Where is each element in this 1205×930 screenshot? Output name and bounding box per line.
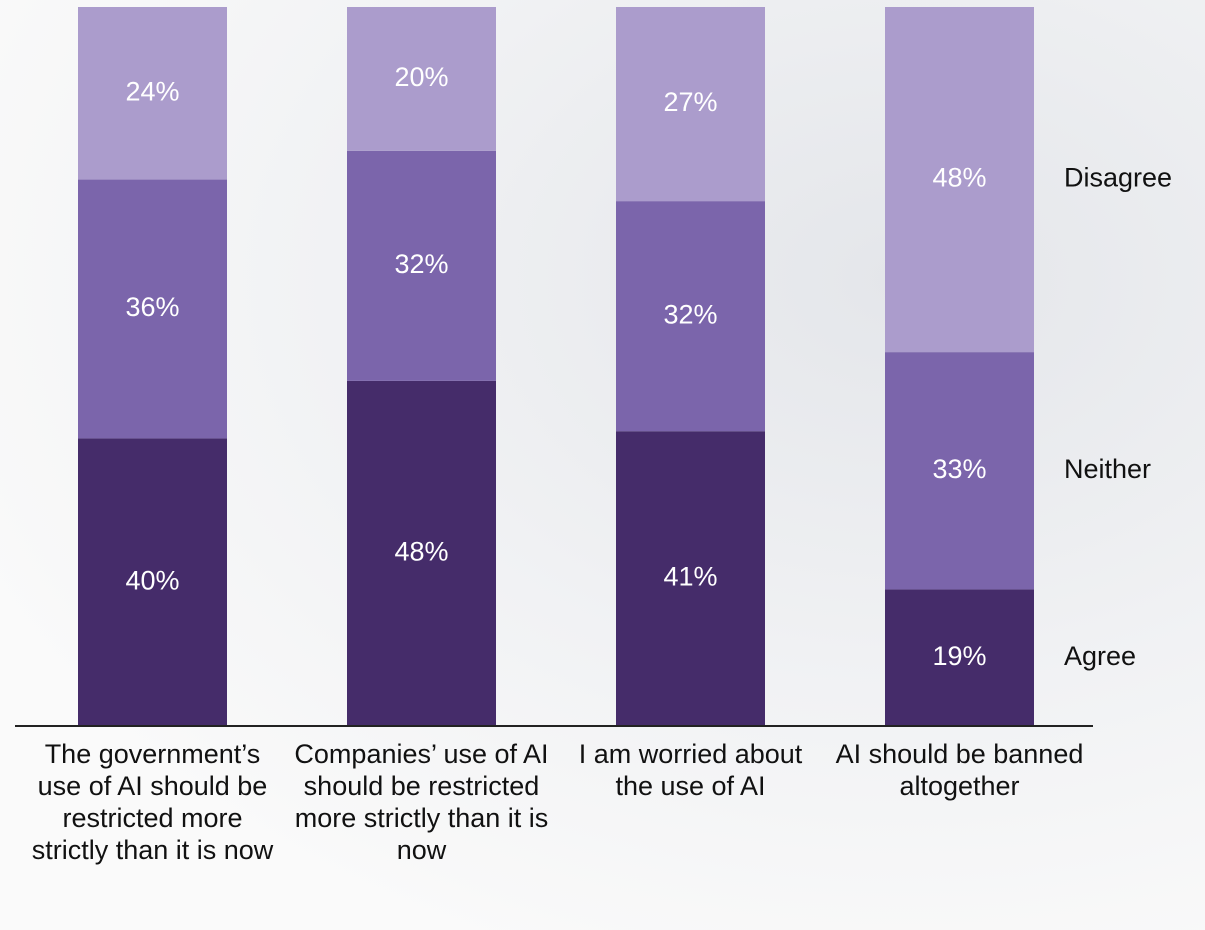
value-label: 40% [125, 565, 179, 595]
bar-segment [347, 380, 496, 726]
value-label: 41% [663, 562, 717, 592]
bar-segment [616, 7, 765, 202]
bar-segment [616, 431, 765, 726]
bar-segment [885, 7, 1034, 353]
bar-segment [347, 7, 496, 151]
x-tick-label: The government’s use of AI should be res… [31, 739, 274, 865]
x-tick-label: AI should be banned altogether [835, 739, 1084, 801]
bar-segment [885, 589, 1034, 726]
value-label: 19% [932, 641, 986, 671]
bar-segment [616, 201, 765, 432]
x-tick-label: Companies’ use of AI should be restricte… [294, 739, 549, 865]
x-tick-label: I am worried about the use of AI [578, 739, 803, 801]
bar-segment [347, 150, 496, 381]
bar-segment [78, 179, 227, 439]
value-label: 24% [125, 76, 179, 106]
bar-segment [78, 438, 227, 726]
legend-label: Disagree [1064, 163, 1172, 193]
bar-segment [78, 7, 227, 180]
legend-label: Neither [1064, 454, 1151, 484]
value-label: 32% [394, 249, 448, 279]
legend-label: Agree [1064, 641, 1136, 671]
value-label: 27% [663, 87, 717, 117]
value-label: 20% [394, 62, 448, 92]
value-label: 36% [125, 292, 179, 322]
value-label: 33% [932, 454, 986, 484]
bar-segment [885, 352, 1034, 590]
value-label: 48% [394, 537, 448, 567]
value-label: 32% [663, 299, 717, 329]
value-label: 48% [932, 163, 986, 193]
